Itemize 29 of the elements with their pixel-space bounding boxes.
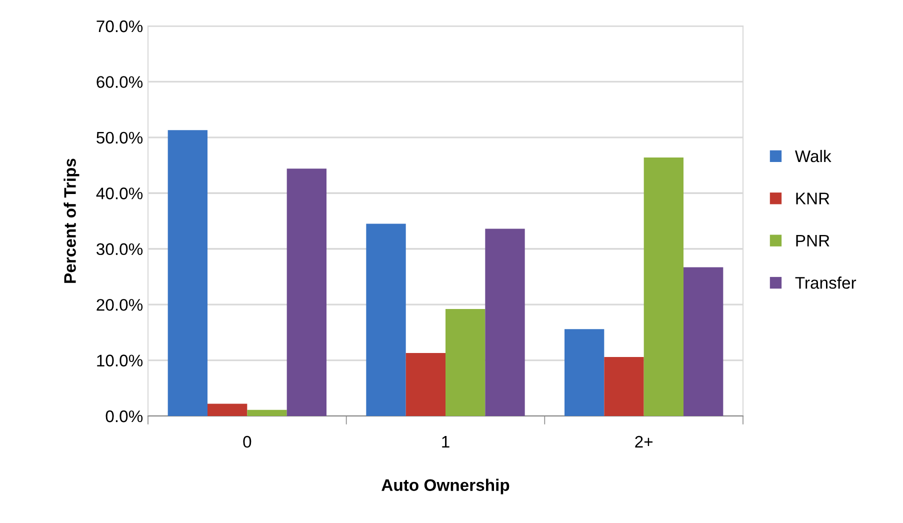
bar (366, 224, 406, 416)
x-axis-title: Auto Ownership (382, 478, 510, 494)
legend-label: Walk (794, 150, 832, 162)
bar (168, 130, 208, 416)
x-tick-label: 2+ (635, 436, 653, 448)
bar (247, 410, 287, 416)
y-tick-label: 40.0% (96, 188, 143, 200)
x-tick-label: 1 (442, 436, 450, 448)
bar (208, 404, 248, 416)
bar (604, 356, 644, 416)
legend-label: Transfer (795, 276, 856, 289)
legend-label: PNR (796, 234, 830, 246)
bar (406, 353, 446, 416)
x-tick-label: 0 (243, 436, 252, 448)
legend-label: KNR (796, 192, 830, 204)
y-tick-label: 60.0% (96, 76, 143, 88)
y-axis-title: Percent of Trips (64, 158, 80, 283)
bar (564, 329, 604, 416)
bar (286, 168, 326, 416)
bar (684, 267, 724, 416)
y-tick-label: 0.0% (106, 410, 143, 422)
y-tick-label: 50.0% (96, 132, 143, 144)
y-tick-label: 10.0% (97, 354, 143, 366)
y-tick-label: 20.0% (96, 298, 143, 311)
bar (485, 228, 525, 416)
bar (644, 157, 684, 416)
y-tick-label: 70.0% (96, 20, 143, 32)
bar (446, 309, 486, 416)
y-tick-label: 30.0% (96, 243, 143, 256)
